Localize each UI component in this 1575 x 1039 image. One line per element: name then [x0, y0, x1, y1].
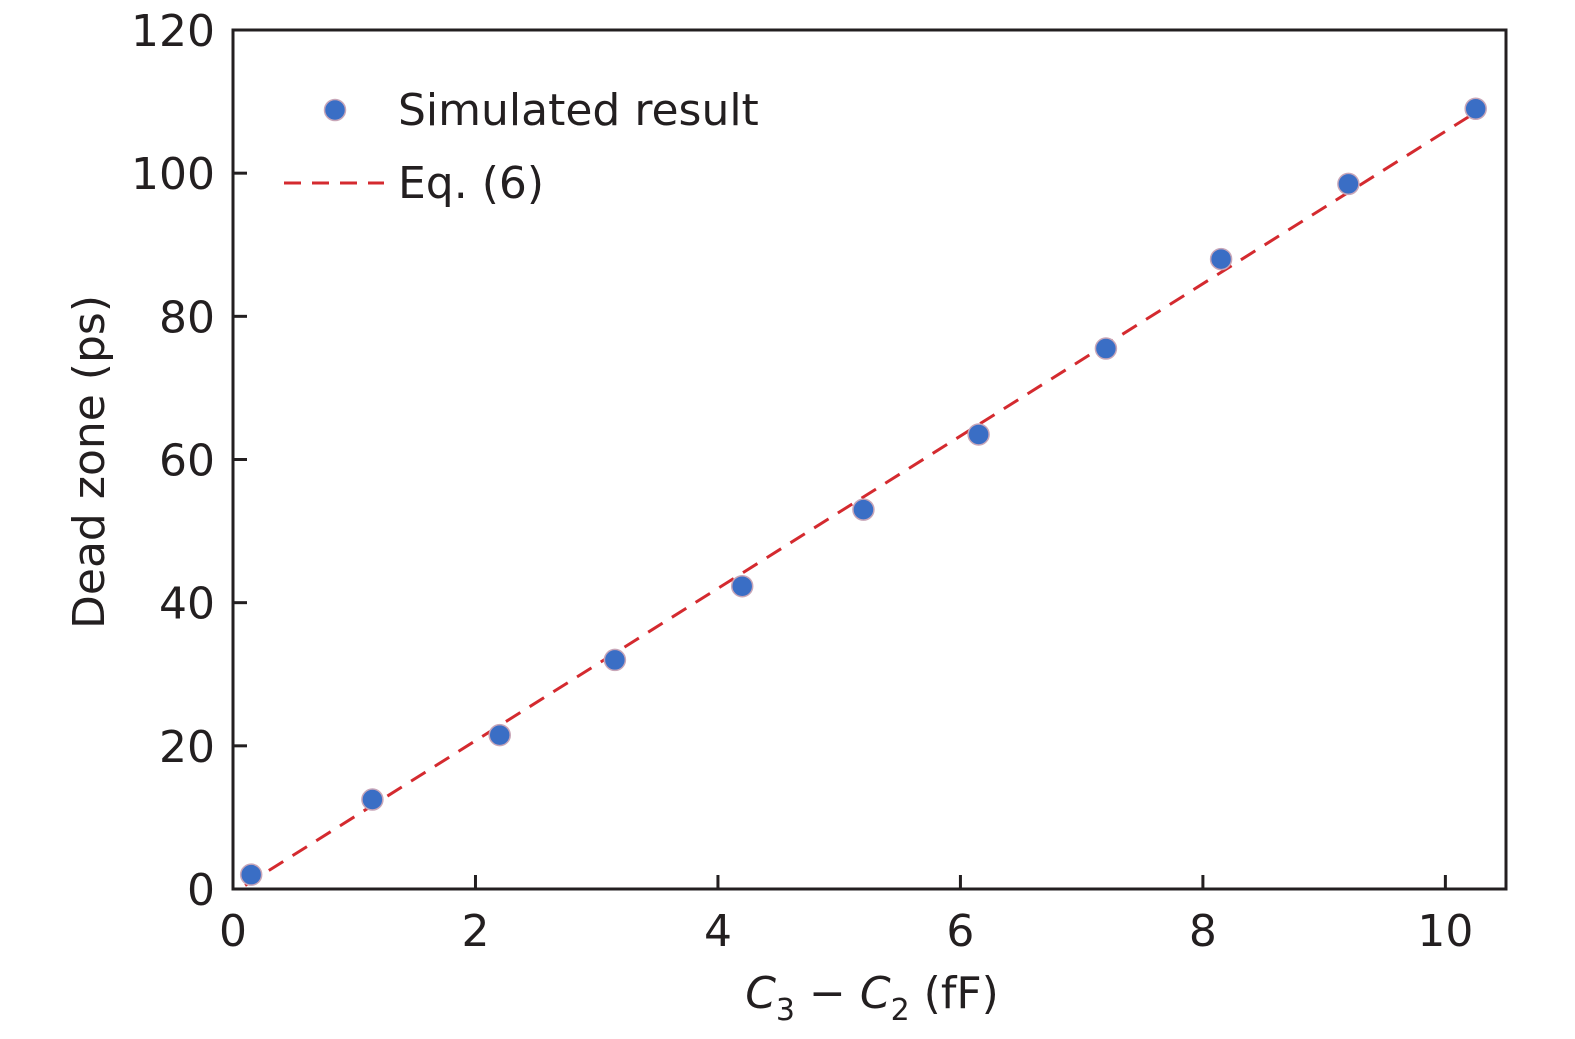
y-tick-label: 20: [159, 722, 215, 773]
y-tick-label: 120: [131, 6, 215, 57]
legend-label-eq6: Eq. (6): [398, 158, 544, 209]
y-tick-label: 40: [159, 579, 215, 630]
x-axis-label-c2: C: [860, 968, 891, 1019]
y-tick-label: 0: [187, 865, 215, 916]
x-axis-label-unit: (fF): [910, 968, 999, 1019]
data-point: [1094, 337, 1118, 360]
simulated-points-series: [239, 97, 1487, 886]
data-point: [967, 423, 990, 446]
y-tick-label: 80: [159, 292, 215, 343]
legend: Simulated result Eq. (6): [284, 85, 759, 209]
data-point: [488, 723, 511, 747]
x-tick-label: 8: [1189, 906, 1217, 957]
fit-line-series: [244, 111, 1477, 887]
x-axis-label-c2-sub: 2: [891, 993, 910, 1028]
y-axis-ticks: 0 20 40 60 80 100 120: [131, 6, 247, 916]
eq6-line: [244, 111, 1477, 887]
data-point: [1464, 97, 1487, 120]
legend-marker-simulated: [323, 98, 347, 122]
x-axis-label: C3 − C2 (fF): [745, 968, 999, 1028]
data-point: [730, 574, 754, 598]
y-tick-label: 60: [159, 436, 215, 487]
y-axis-label: Dead zone (ps): [64, 295, 115, 629]
x-axis-ticks: 0 2 4 6 8 10: [219, 875, 1473, 957]
data-point: [239, 863, 263, 886]
data-point: [852, 498, 875, 521]
x-tick-label: 6: [946, 906, 974, 957]
y-tick-label: 100: [131, 149, 215, 200]
data-point: [1337, 172, 1360, 196]
x-axis-label-c3-sub: 3: [776, 993, 795, 1028]
legend-label-simulated: Simulated result: [398, 85, 759, 136]
data-point: [361, 788, 384, 811]
x-axis-label-minus: −: [795, 968, 860, 1019]
x-tick-label: 4: [704, 906, 732, 957]
data-point: [1209, 247, 1233, 271]
x-tick-label: 2: [461, 906, 489, 957]
data-point: [603, 648, 627, 672]
x-axis-label-c3: C: [745, 968, 776, 1019]
x-tick-label: 0: [219, 906, 247, 957]
x-tick-label: 10: [1417, 906, 1473, 957]
